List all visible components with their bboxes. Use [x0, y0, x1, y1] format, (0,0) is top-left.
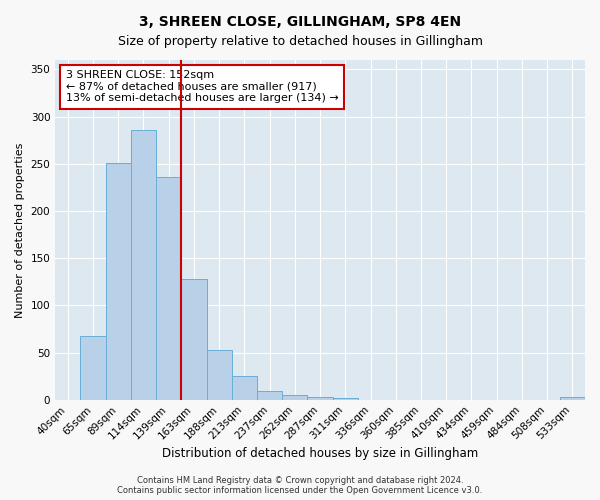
Text: 3 SHREEN CLOSE: 152sqm
← 87% of detached houses are smaller (917)
13% of semi-de: 3 SHREEN CLOSE: 152sqm ← 87% of detached… — [66, 70, 338, 103]
Y-axis label: Number of detached properties: Number of detached properties — [15, 142, 25, 318]
Bar — [257, 391, 282, 400]
Bar — [131, 130, 156, 400]
Bar — [106, 163, 131, 400]
Bar — [181, 279, 206, 400]
Bar — [282, 395, 307, 400]
Bar — [156, 177, 181, 400]
Bar — [206, 350, 232, 400]
Bar — [80, 336, 106, 400]
Text: Contains HM Land Registry data © Crown copyright and database right 2024.
Contai: Contains HM Land Registry data © Crown c… — [118, 476, 482, 495]
X-axis label: Distribution of detached houses by size in Gillingham: Distribution of detached houses by size … — [162, 447, 478, 460]
Bar — [307, 397, 332, 400]
Text: 3, SHREEN CLOSE, GILLINGHAM, SP8 4EN: 3, SHREEN CLOSE, GILLINGHAM, SP8 4EN — [139, 15, 461, 29]
Bar — [560, 397, 585, 400]
Bar — [332, 398, 358, 400]
Text: Size of property relative to detached houses in Gillingham: Size of property relative to detached ho… — [118, 35, 482, 48]
Bar — [232, 376, 257, 400]
